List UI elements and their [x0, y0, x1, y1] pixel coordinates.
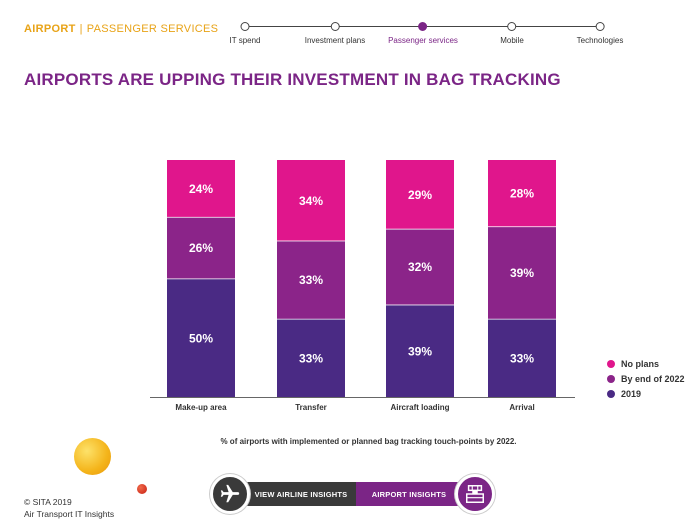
- legend-label: 2019: [621, 388, 642, 399]
- data-label: 50%: [189, 331, 213, 345]
- bar-make-up-area-no-plans: [167, 160, 235, 217]
- bar-arrival-no-plans: [488, 160, 556, 227]
- step-label: Investment plans: [304, 36, 366, 45]
- chart-legend: No plans By end of 2022 2019: [607, 356, 685, 401]
- step-investment-plans[interactable]: Investment plans: [305, 20, 365, 45]
- step-it-spend[interactable]: IT spend: [229, 20, 261, 45]
- legend-item-no-plans: No plans: [607, 356, 685, 371]
- step-dot: [507, 22, 517, 31]
- step-dot: [330, 22, 340, 31]
- bar-arrival-by-end-of-2022: [488, 226, 556, 319]
- legend-swatch: [607, 389, 615, 398]
- section-secondary: PASSENGER SERVICES: [86, 23, 219, 35]
- bar-transfer-no-plans: [277, 160, 345, 241]
- data-label: 33%: [299, 351, 323, 365]
- data-label: 26%: [189, 241, 213, 255]
- data-label: 33%: [510, 351, 534, 365]
- bar-aircraft-loading-by-end-of-2022: [386, 228, 454, 305]
- bar-arrival-2019: [488, 318, 556, 397]
- section-progress-nav: IT spend Investment plans Passenger serv…: [225, 20, 640, 50]
- data-label: 39%: [510, 266, 534, 280]
- legend-label: No plans: [621, 358, 660, 369]
- step-technologies[interactable]: Technologies: [576, 20, 624, 45]
- bar-make-up-area-2019: [167, 278, 235, 397]
- data-label: 32%: [408, 260, 432, 274]
- airplane-icon[interactable]: [210, 474, 250, 514]
- control-tower-icon[interactable]: [455, 474, 495, 514]
- category-label: Make-up area: [175, 403, 227, 412]
- step-label: Passenger services: [388, 36, 458, 45]
- publication-name: Air Transport IT Insights: [24, 509, 115, 519]
- legend-item-2019: 2019: [607, 386, 685, 401]
- bar-aircraft-loading-2019: [386, 304, 454, 397]
- data-label: 34%: [299, 194, 323, 208]
- copyright-block: © SITA 2019 Air Transport IT Insights: [24, 496, 114, 520]
- data-label: 33%: [299, 273, 323, 287]
- category-label: Transfer: [295, 403, 327, 412]
- copyright-text: © SITA 2019: [24, 497, 72, 507]
- bar-transfer-by-end-of-2022: [277, 240, 345, 319]
- legend-swatch: [607, 374, 615, 383]
- data-label: 29%: [408, 188, 432, 202]
- view-airline-insights-button[interactable]: VIEW AIRLINE INSIGHTS: [238, 482, 356, 506]
- insights-navigation: VIEW AIRLINE INSIGHTS AIRPORT INSIGHTS: [210, 474, 495, 514]
- step-dot: [240, 22, 250, 31]
- legend-swatch: [607, 359, 615, 368]
- legend-label: By end of 2022: [621, 373, 685, 384]
- control-tower-glyph: [466, 485, 484, 503]
- data-label: 39%: [408, 344, 432, 358]
- bar-aircraft-loading-no-plans: [386, 160, 454, 229]
- step-dot-active: [418, 22, 428, 31]
- step-dot: [595, 22, 605, 31]
- step-label: IT spend: [229, 36, 261, 45]
- step-passenger-services[interactable]: Passenger services: [388, 20, 458, 45]
- decorative-orb-large: [74, 438, 111, 475]
- airport-insights-button[interactable]: AIRPORT INSIGHTS: [356, 482, 470, 506]
- page-title: AIRPORTS ARE UPPING THEIR INVESTMENT IN …: [24, 70, 561, 89]
- section-separator: |: [79, 23, 83, 35]
- section-label: AIRPORT | PASSENGER SERVICES: [24, 23, 218, 35]
- bar-transfer-2019: [277, 318, 345, 397]
- legend-item-by-end-of-2022: By end of 2022: [607, 371, 685, 386]
- chart-caption: % of airports with implemented or planne…: [220, 437, 517, 446]
- bar-make-up-area-by-end-of-2022: [167, 216, 235, 279]
- step-label: Mobile: [500, 36, 524, 45]
- decorative-orb-small: [137, 484, 147, 494]
- step-mobile[interactable]: Mobile: [500, 20, 524, 45]
- category-label: Aircraft loading: [390, 403, 449, 412]
- step-label: Technologies: [576, 36, 624, 45]
- airplane-glyph: [220, 484, 240, 503]
- data-label: 24%: [189, 182, 213, 196]
- category-label: Arrival: [509, 403, 534, 412]
- data-label: 28%: [510, 187, 534, 201]
- section-primary: AIRPORT: [24, 23, 76, 35]
